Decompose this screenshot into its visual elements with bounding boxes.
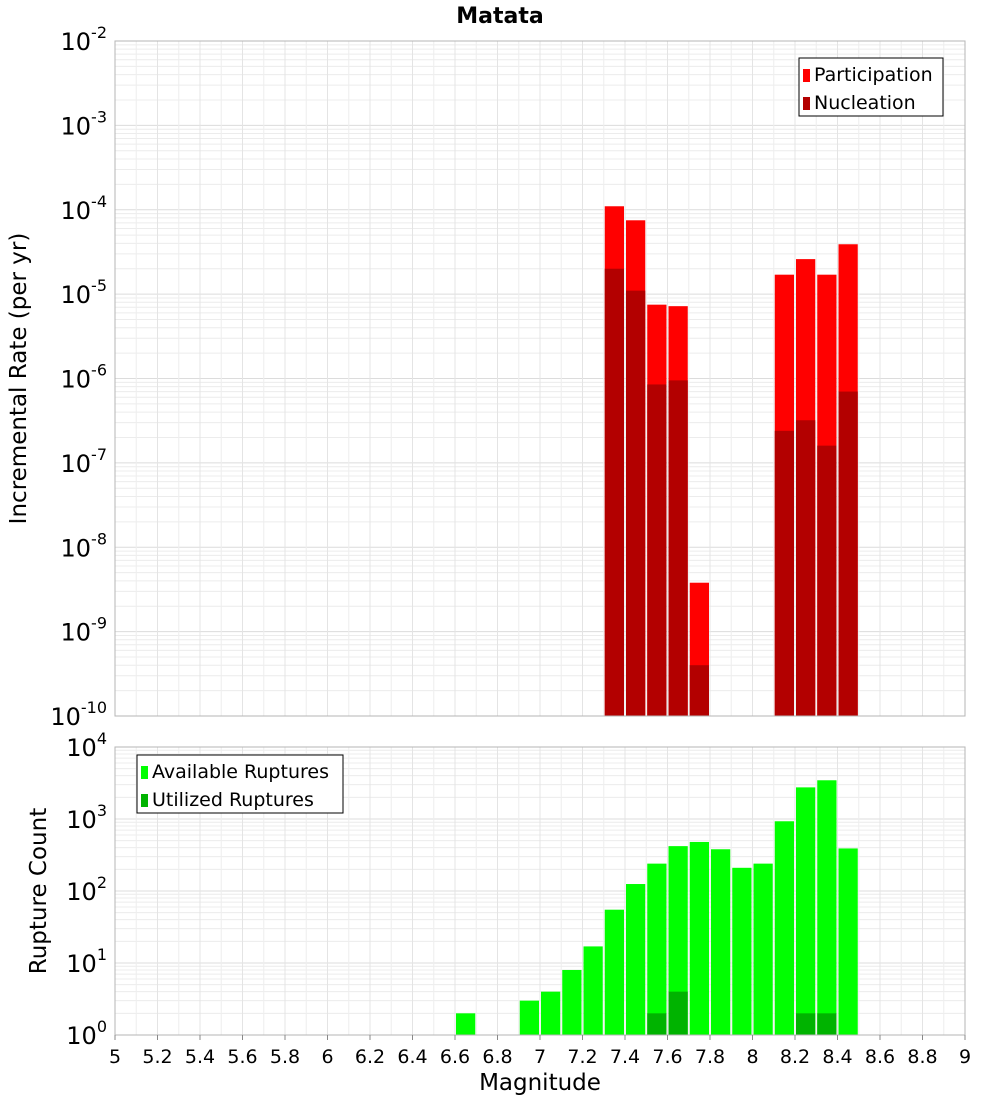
rate-bar-b (796, 420, 816, 716)
rate-ytick-label: 10-7 (61, 445, 108, 478)
rate-grid (114, 41, 966, 717)
rate-legend-label: Participation (814, 64, 933, 86)
x-tick-label: 6 (321, 1046, 333, 1068)
x-tick-label: 6.8 (482, 1046, 512, 1068)
rate-bar-b (668, 380, 688, 716)
count-bar-a (753, 863, 773, 1035)
rate-bar-b (689, 665, 709, 716)
x-tick-label: 7.6 (652, 1046, 682, 1068)
rate-legend-swatch (803, 69, 810, 82)
x-tick-label: 6.2 (355, 1046, 385, 1068)
rate-legend-label: Nucleation (814, 92, 916, 114)
count-bar-a (838, 848, 858, 1035)
rate-bar-b (774, 430, 794, 716)
count-bar-b (796, 1013, 816, 1035)
x-tick-label: 5.4 (185, 1046, 215, 1068)
count-ytick-label: 102 (66, 873, 107, 906)
x-tick-label: 7.2 (567, 1046, 597, 1068)
count-bar-a (817, 780, 837, 1035)
rate-ytick-label: 10-10 (50, 698, 107, 731)
count-bar-a (689, 841, 709, 1035)
x-tick-label: 7 (534, 1046, 546, 1068)
count-bar-a (541, 991, 561, 1035)
x-tick-label: 5.8 (270, 1046, 300, 1068)
rate-bar-b (647, 384, 667, 716)
rate-ytick-label: 10-3 (61, 107, 108, 140)
rate-bars (604, 206, 858, 717)
count-ytick-label: 100 (66, 1017, 107, 1050)
x-tick-label: 8.4 (822, 1046, 852, 1068)
x-tick-label: 6.6 (440, 1046, 470, 1068)
rate-bar-b (604, 268, 624, 716)
count-bar-a (456, 1013, 476, 1035)
count-ytick-label: 104 (66, 729, 107, 762)
x-tick-label: 8 (746, 1046, 758, 1068)
x-tick-label: 7.4 (610, 1046, 640, 1068)
count-bar-b (817, 1013, 837, 1035)
chart-title: Matata (456, 4, 543, 29)
count-bar-a (562, 969, 582, 1035)
count-legend-label: Available Ruptures (152, 761, 329, 783)
x-tick-label: 5 (109, 1046, 121, 1068)
rate-ytick-label: 10-5 (61, 276, 108, 309)
x-tick-label: 8.2 (780, 1046, 810, 1068)
rate-legend-swatch (803, 97, 810, 110)
rate-y-axis-label: Incremental Rate (per yr) (6, 233, 32, 525)
count-legend-label: Utilized Ruptures (152, 789, 314, 811)
x-tick-label: 8.8 (907, 1046, 937, 1068)
count-ytick-label: 101 (66, 945, 107, 978)
count-bar-a (774, 821, 794, 1035)
count-legend-swatch (141, 766, 148, 779)
count-legend-box (136, 754, 344, 814)
x-tick-label: 5.2 (142, 1046, 172, 1068)
count-legend: Available Ruptures Utilized Ruptures (136, 754, 344, 814)
count-bar-a (732, 867, 752, 1035)
rate-bar-b (626, 290, 646, 716)
count-bar-a (519, 1000, 539, 1035)
count-bars (456, 780, 858, 1035)
count-y-axis-label: Rupture Count (26, 808, 52, 974)
rate-legend: Participation Nucleation (798, 57, 944, 117)
rate-ytick-label: 10-6 (61, 361, 108, 394)
count-bar-a (604, 909, 624, 1035)
count-bar-a (647, 863, 667, 1035)
rate-plot-frame (114, 40, 966, 717)
x-tick-label: 9 (959, 1046, 971, 1068)
count-bar-b (647, 1013, 667, 1035)
count-bar-a (668, 846, 688, 1035)
count-ytick-label: 103 (66, 801, 107, 834)
rate-legend-box (798, 57, 944, 117)
x-tick-label: 6.4 (397, 1046, 427, 1068)
count-bar-a (626, 884, 646, 1035)
rate-ytick-label: 10-4 (61, 192, 108, 225)
x-tick-label: 8.6 (865, 1046, 895, 1068)
count-bar-a (711, 849, 731, 1035)
rate-ytick-label: 10-2 (61, 23, 108, 56)
count-bar-a (583, 946, 603, 1035)
count-bar-a (796, 787, 816, 1035)
x-axis-label: Magnitude (479, 1070, 601, 1096)
count-bar-b (668, 991, 688, 1035)
rate-bar-b (817, 445, 837, 716)
rate-bar-b (838, 391, 858, 716)
count-legend-swatch (141, 794, 148, 807)
x-tick-label: 5.6 (227, 1046, 257, 1068)
x-tick-label: 7.8 (695, 1046, 725, 1068)
rate-ytick-label: 10-8 (61, 529, 108, 562)
rate-ytick-label: 10-9 (61, 614, 108, 647)
